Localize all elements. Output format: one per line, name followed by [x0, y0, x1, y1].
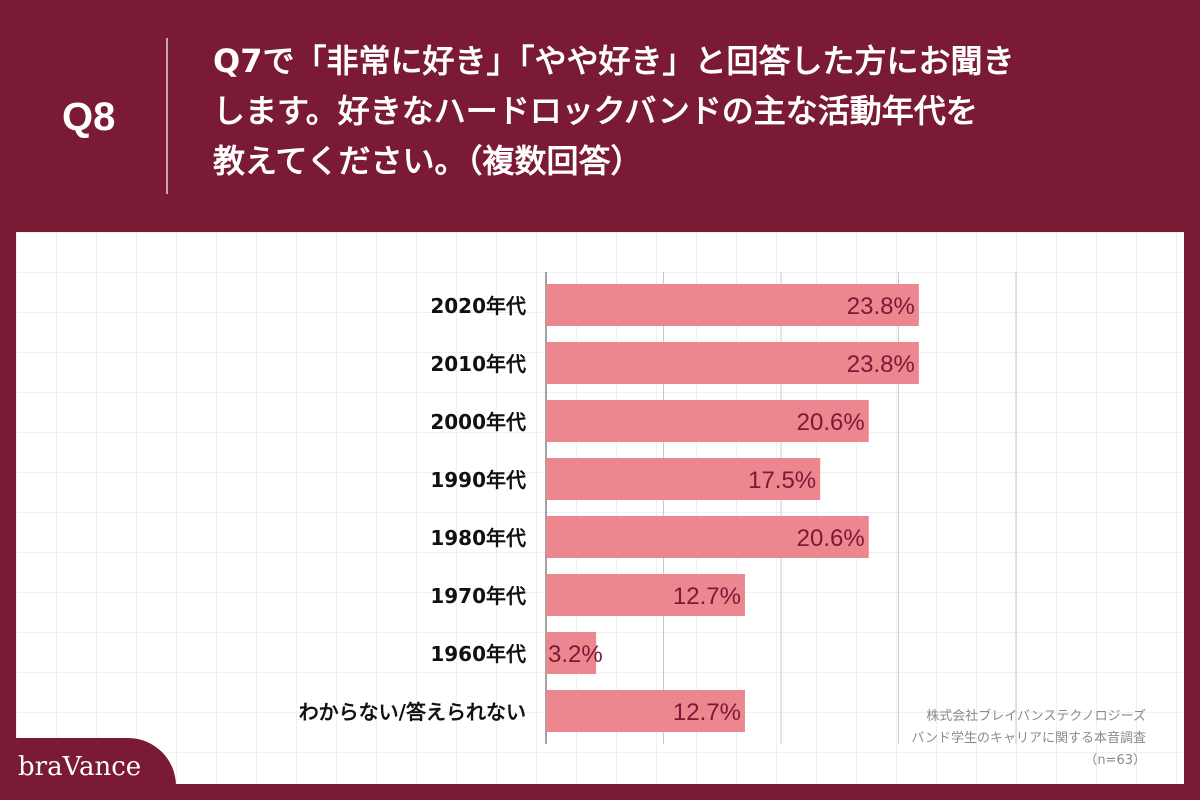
value-label: 23.8%: [847, 293, 915, 320]
question-text: Q7で「非常に好き」「やや好き」と回答した方にお聞き します。好きなハードロック…: [213, 36, 1173, 186]
chart-panel: 2020年代 23.8% 2010年代 23.8% 2000年代 20.6% 1990年代 1…: [16, 232, 1184, 784]
bar: [546, 516, 869, 558]
bar: [546, 342, 919, 384]
header: Q8 Q7で「非常に好き」「やや好き」と回答した方にお聞き します。好きなハード…: [0, 0, 1200, 232]
question-line-1: Q7で「非常に好き」「やや好き」と回答した方にお聞き: [213, 42, 1015, 80]
question-line-2: します。好きなハードロックバンドの主な活動年代を: [213, 92, 978, 130]
category-label: わからない/答えられない: [299, 700, 526, 724]
value-label: 20.6%: [797, 409, 865, 436]
category-label: 2020年代: [430, 294, 526, 318]
bar: [546, 458, 821, 500]
category-label: 1970年代: [430, 584, 526, 608]
value-label: 12.7%: [673, 583, 741, 610]
value-label: 17.5%: [748, 467, 816, 494]
value-label: 3.2%: [548, 641, 603, 668]
question-line-3: 教えてください。（複数回答）: [213, 142, 643, 180]
bar: [546, 690, 745, 732]
category-label: 1990年代: [430, 468, 526, 492]
category-label: 2010年代: [430, 352, 526, 376]
footnote-sample-size: （n=63）: [1084, 753, 1146, 768]
value-label: 23.8%: [847, 351, 915, 378]
logo-tab: braVance: [0, 738, 176, 800]
bar: [546, 574, 745, 616]
footnote-company: 株式会社ブレイバンステクノロジーズ: [926, 709, 1146, 724]
bar-chart: 2020年代 23.8% 2010年代 23.8% 2000年代 20.6% 1990年代 1…: [299, 272, 1017, 744]
category-label: 2000年代: [430, 410, 526, 434]
bar: [546, 284, 919, 326]
bar: [546, 632, 597, 674]
header-divider: [166, 38, 168, 194]
footnote: 株式会社ブレイバンステクノロジーズ バンド学生のキャリアに関する本音調査 （n=…: [911, 706, 1146, 772]
footnote-survey: バンド学生のキャリアに関する本音調査: [911, 731, 1146, 746]
category-label: 1980年代: [430, 526, 526, 550]
value-label: 20.6%: [797, 525, 865, 552]
value-label: 12.7%: [673, 699, 741, 726]
bravance-logo: braVance: [18, 752, 142, 782]
question-number: Q8: [62, 95, 116, 139]
bar: [546, 400, 869, 442]
category-label: 1960年代: [430, 642, 526, 666]
